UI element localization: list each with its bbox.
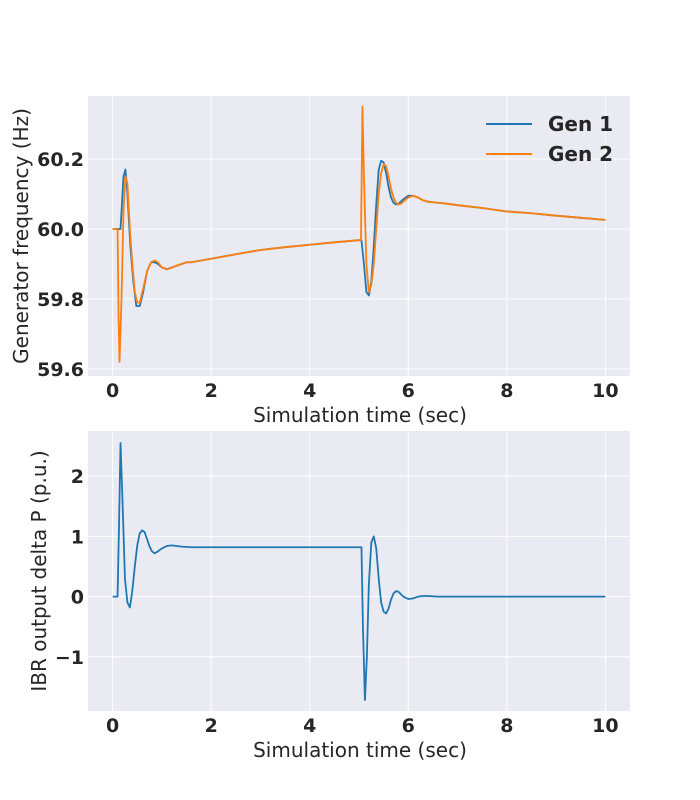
frequency-x-axis-label: Simulation time (sec) xyxy=(253,403,467,427)
frequency-x-tick-label: 8 xyxy=(500,380,513,402)
frequency-x-tick-label: 2 xyxy=(205,380,218,402)
frequency-y-tick-label: 60.2 xyxy=(37,149,84,171)
frequency-y-ticks: 59.6 59.8 60.0 60.2 xyxy=(37,149,84,381)
frequency-y-tick-label: 59.8 xyxy=(37,289,84,311)
ibr-power-line-series-1 xyxy=(112,442,606,702)
ibr-power-x-tick-label: 8 xyxy=(500,715,513,737)
ibr-power-y-tick-label: −1 xyxy=(55,647,84,669)
frequency-line-gen-2 xyxy=(112,105,606,363)
frequency-legend: Gen 1 Gen 2 xyxy=(486,112,613,166)
ibr-power-x-tick-label: 2 xyxy=(205,715,218,737)
frequency-y-axis-label: Generator frequency (Hz) xyxy=(9,108,33,364)
frequency-x-ticks: 0 2 4 6 8 10 xyxy=(106,380,619,402)
ibr-power-chart: 0 2 4 6 8 10 −1 0 1 2 Simulation time (sec) IBR … xyxy=(27,431,630,762)
frequency-x-tick-label: 4 xyxy=(303,380,316,402)
ibr-power-y-tick-label: 1 xyxy=(71,526,84,548)
ibr-power-series xyxy=(112,442,606,702)
ibr-power-x-axis-label: Simulation time (sec) xyxy=(253,738,467,762)
frequency-chart: 0 2 4 6 8 10 59.6 59.8 60.0 60.2 Simulation time… xyxy=(9,96,630,427)
ibr-power-x-tick-label: 0 xyxy=(106,715,119,737)
ibr-power-x-tick-label: 6 xyxy=(402,715,415,737)
ibr-power-x-tick-label: 10 xyxy=(592,715,618,737)
ibr-power-x-tick-label: 4 xyxy=(303,715,316,737)
frequency-x-tick-label: 6 xyxy=(402,380,415,402)
frequency-plot-area xyxy=(88,96,630,376)
frequency-y-tick-label: 60.0 xyxy=(37,219,84,241)
ibr-power-y-tick-label: 2 xyxy=(71,466,84,488)
ibr-power-y-axis-label: IBR output delta P (p.u.) xyxy=(27,450,51,691)
ibr-power-y-ticks: −1 0 1 2 xyxy=(55,466,84,669)
frequency-gridlines xyxy=(88,96,630,376)
frequency-series xyxy=(112,105,606,363)
ibr-power-x-ticks: 0 2 4 6 8 10 xyxy=(106,715,619,737)
ibr-power-plot-area xyxy=(88,431,630,711)
frequency-x-tick-label: 0 xyxy=(106,380,119,402)
legend-label-gen-2: Gen 2 xyxy=(548,142,613,166)
legend-label-gen-1: Gen 1 xyxy=(548,112,613,136)
frequency-y-tick-label: 59.6 xyxy=(37,359,84,381)
ibr-power-y-tick-label: 0 xyxy=(71,587,84,609)
frequency-x-tick-label: 10 xyxy=(592,380,618,402)
